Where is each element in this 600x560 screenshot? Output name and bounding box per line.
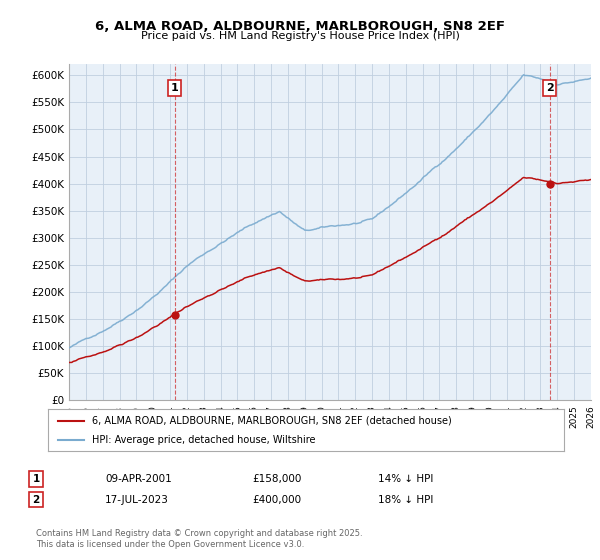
- Text: Contains HM Land Registry data © Crown copyright and database right 2025.
This d: Contains HM Land Registry data © Crown c…: [36, 529, 362, 549]
- Text: 1: 1: [32, 474, 40, 484]
- Text: Price paid vs. HM Land Registry's House Price Index (HPI): Price paid vs. HM Land Registry's House …: [140, 31, 460, 41]
- Text: 6, ALMA ROAD, ALDBOURNE, MARLBOROUGH, SN8 2EF: 6, ALMA ROAD, ALDBOURNE, MARLBOROUGH, SN…: [95, 20, 505, 32]
- Text: 17-JUL-2023: 17-JUL-2023: [105, 494, 169, 505]
- Text: 2: 2: [32, 494, 40, 505]
- Text: 1: 1: [171, 83, 178, 93]
- Text: 6, ALMA ROAD, ALDBOURNE, MARLBOROUGH, SN8 2EF (detached house): 6, ALMA ROAD, ALDBOURNE, MARLBOROUGH, SN…: [92, 416, 452, 426]
- Text: 18% ↓ HPI: 18% ↓ HPI: [378, 494, 433, 505]
- Text: £400,000: £400,000: [252, 494, 301, 505]
- Text: 09-APR-2001: 09-APR-2001: [105, 474, 172, 484]
- Text: £158,000: £158,000: [252, 474, 301, 484]
- Text: HPI: Average price, detached house, Wiltshire: HPI: Average price, detached house, Wilt…: [92, 435, 316, 445]
- Text: 14% ↓ HPI: 14% ↓ HPI: [378, 474, 433, 484]
- Text: 2: 2: [546, 83, 553, 93]
